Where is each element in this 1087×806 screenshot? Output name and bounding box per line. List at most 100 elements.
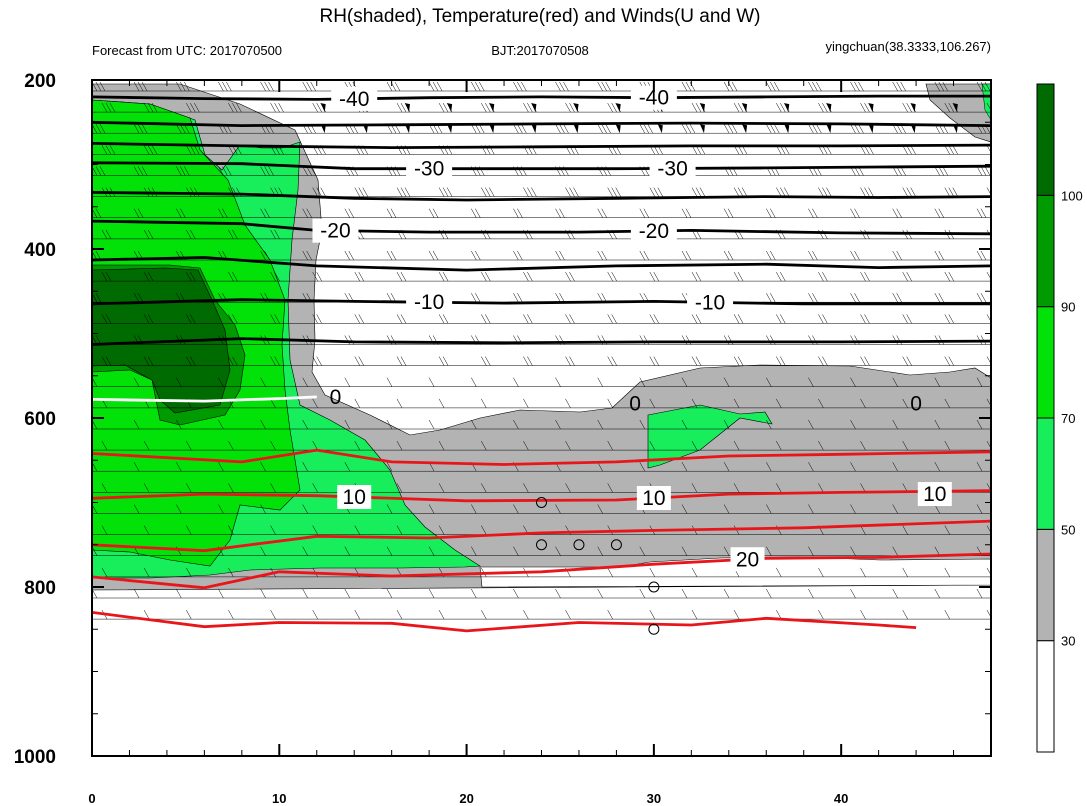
station-location-label: yingchuan(38.3333,106.267) <box>825 39 991 54</box>
calm-wind-marker <box>648 581 660 593</box>
wind-barb-pennant <box>699 124 705 134</box>
isotherm-0 <box>92 395 317 403</box>
y-tick-label: 200 <box>24 71 56 92</box>
isotherm-10 <box>92 489 991 503</box>
calm-wind-marker <box>648 623 660 635</box>
colorbar-swatch <box>1036 528 1055 642</box>
x-tick-label: 40 <box>834 791 848 806</box>
wind-barb-pennant <box>447 103 453 113</box>
colorbar-label: 70 <box>1061 411 1075 426</box>
wind-barb-layer <box>92 81 991 620</box>
isotherm-label: -40 <box>339 88 369 111</box>
isotherm-label-box <box>730 547 765 572</box>
isotherm--40 <box>92 94 991 101</box>
isotherm-20 <box>92 552 991 590</box>
colorbar-label: 30 <box>1061 634 1075 649</box>
isotherm-label-box <box>406 156 453 181</box>
calm-wind-marker <box>573 539 585 551</box>
wind-barb-pennant <box>826 103 832 113</box>
isotherm-label: 0 <box>629 393 641 416</box>
y-tick-label: 1000 <box>14 747 56 768</box>
isotherm-label-box <box>630 218 677 243</box>
x-tick-label: 20 <box>459 791 473 806</box>
wind-barb-pennant <box>657 124 663 134</box>
wind-barb-pennant <box>615 124 621 134</box>
wind-barb-pennant <box>531 103 537 113</box>
isotherm-label: -20 <box>639 220 669 243</box>
rh-30-50-corner-region <box>925 83 991 143</box>
wind-barb-pennant <box>826 124 832 134</box>
wind-barb-pennant <box>447 124 453 134</box>
colorbar-label: 100 <box>1061 188 1083 203</box>
wind-barb-pennant <box>404 124 410 134</box>
y-tick-label: 800 <box>24 578 56 599</box>
isotherm-label: -10 <box>695 291 725 314</box>
isotherm-label: -40 <box>639 87 669 110</box>
wind-barb-pennant <box>952 103 958 113</box>
wind-barb-pennant <box>320 103 326 113</box>
isotherm-label-layer: -40 -40 -30 -30 -20 -20 -10 -10 0 0 0 10 10 10 20 <box>312 85 952 572</box>
wind-barb-pennant <box>868 103 874 113</box>
isotherm-layer <box>92 94 991 633</box>
wind-barb-pennant <box>910 124 916 134</box>
isotherm--10 <box>92 337 991 346</box>
rh-50-70-patch <box>647 404 773 469</box>
wind-barb-pennant <box>910 103 916 113</box>
colorbar-swatch <box>1036 83 1055 196</box>
x-tick-label: 30 <box>647 791 661 806</box>
calm-wind-marker <box>610 539 622 551</box>
isotherm-label: -10 <box>414 291 444 314</box>
wind-barb-pennant <box>784 124 790 134</box>
isotherm--30 <box>92 161 991 171</box>
rh-50-70-streak <box>981 83 991 121</box>
isotherm--20 <box>92 256 991 272</box>
colorbar-swatch <box>1036 640 1055 753</box>
isotherm-label: 20 <box>736 548 759 571</box>
wind-barb-pennant <box>489 103 495 113</box>
isotherm--20 <box>92 219 991 236</box>
y-tick-label: 400 <box>24 240 56 261</box>
wind-barb-pennant <box>489 124 495 134</box>
colorbar-swatch <box>1036 417 1055 530</box>
isotherm--40 <box>92 142 991 149</box>
wind-barb-pennant <box>573 124 579 134</box>
isotherm-label-box <box>312 218 359 243</box>
x-tick-label: 10 <box>272 791 286 806</box>
isotherm-label-box <box>917 482 952 507</box>
rh-colorbar: 30 50 70 90 100 <box>1036 83 1083 753</box>
isotherm-label: 10 <box>343 486 366 509</box>
isotherm-10 <box>92 519 991 553</box>
isotherm-label: 0 <box>910 393 922 416</box>
beijing-time-label: BJT:2017070508 <box>491 43 589 58</box>
chart-title: RH(shaded), Temperature(red) and Winds(U… <box>319 6 760 27</box>
wind-barb-pennant <box>531 124 537 134</box>
isotherm-label: 10 <box>923 483 946 506</box>
isotherm--40 <box>92 120 991 127</box>
isotherm-label-box <box>636 485 671 510</box>
isotherm-label-box <box>649 156 696 181</box>
wind-barb-pennant <box>699 103 705 113</box>
isotherm-label: -20 <box>320 220 350 243</box>
plot-area: -40 -40 -30 -30 -20 -20 -10 -10 0 0 0 10 10 10 20 <box>92 80 991 756</box>
y-tick-label: 600 <box>24 409 56 430</box>
calm-wind-marker <box>536 539 547 551</box>
x-tick-label: 0 <box>88 791 95 806</box>
isotherm--10 <box>92 298 991 306</box>
isotherm-label: -30 <box>414 158 444 181</box>
wind-barb-pennant <box>615 103 621 113</box>
isotherm-label: 0 <box>330 386 342 409</box>
colorbar-swatch <box>1036 194 1055 308</box>
isotherm-label-box <box>331 86 378 111</box>
wind-barb-pennant <box>742 124 748 134</box>
colorbar-label: 90 <box>1061 300 1075 315</box>
isotherm-20 <box>92 611 917 633</box>
wind-barb-pennant <box>404 103 410 113</box>
wind-barb-pennant <box>742 103 748 113</box>
isotherm-label: -30 <box>657 157 687 180</box>
isotherm-label-box <box>337 485 372 510</box>
isotherm-10 <box>92 448 991 466</box>
isotherm--30 <box>92 191 991 202</box>
colorbar-swatch <box>1036 306 1055 419</box>
